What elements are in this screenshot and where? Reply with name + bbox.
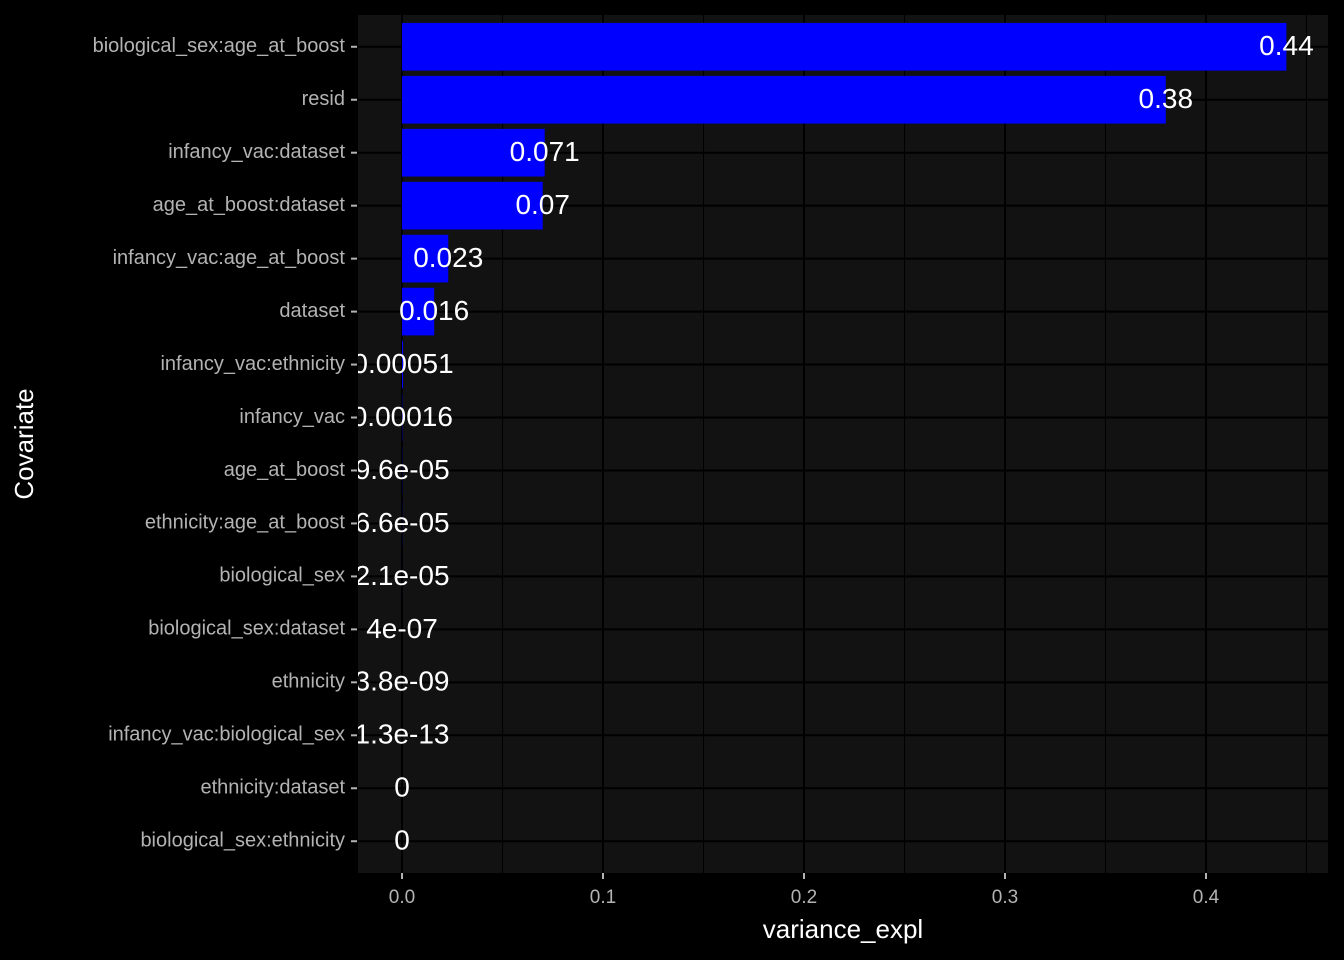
x-tick-label: 0.1 (590, 887, 616, 908)
bar (402, 128, 545, 177)
value-label: 6.6e-05 (355, 507, 450, 538)
bar (402, 181, 543, 230)
bar (402, 287, 435, 336)
value-label: 0.38 (1139, 83, 1194, 114)
x-tick-label: 0.2 (791, 887, 817, 908)
y-tick-label: dataset (279, 300, 345, 322)
y-tick-label: ethnicity:dataset (200, 777, 345, 799)
value-label: 0.00051 (352, 348, 453, 379)
value-label: 4e-07 (366, 613, 438, 644)
y-tick-label: infancy_vac:biological_sex (108, 724, 345, 746)
y-tick-label: resid (302, 88, 345, 110)
bar (402, 340, 404, 389)
y-tick-label: biological_sex:age_at_boost (93, 35, 346, 57)
y-tick-label: ethnicity:age_at_boost (145, 512, 346, 534)
x-tick-label: 0.3 (992, 887, 1018, 908)
value-label: 0.07 (515, 189, 570, 220)
y-tick-label: infancy_vac:age_at_boost (113, 247, 346, 269)
value-label: 0.00016 (352, 401, 453, 432)
value-label: 3.8e-09 (355, 666, 450, 697)
bar (402, 75, 1166, 124)
bar (402, 22, 1287, 71)
y-tick-label: age_at_boost (224, 459, 346, 481)
value-label: 0.44 (1259, 30, 1314, 61)
value-label: 0 (394, 825, 410, 856)
y-tick-label: biological_sex (219, 565, 345, 587)
value-label: 2.1e-05 (355, 560, 450, 591)
value-label: 0.071 (510, 136, 580, 167)
value-label: 0 (394, 772, 410, 803)
bar (402, 234, 449, 283)
y-tick-label: infancy_vac:dataset (168, 141, 345, 163)
x-axis-title: variance_expl (763, 914, 923, 944)
x-tick-label: 0.0 (389, 887, 415, 908)
y-tick-label: infancy_vac:ethnicity (160, 353, 345, 375)
x-tick-label: 0.4 (1193, 887, 1220, 908)
bars: 0.44 0.38 0.071 0.07 0.023 0.016 0.00051 0.0001… (352, 22, 1314, 856)
y-tick-label: biological_sex:ethnicity (140, 830, 345, 852)
value-label: 9.6e-05 (355, 454, 450, 485)
y-axis-title: Covariate (9, 388, 39, 499)
y-tick-label: ethnicity (272, 671, 345, 693)
y-tick-label: age_at_boost:dataset (153, 194, 346, 216)
value-label: 1.3e-13 (355, 719, 450, 750)
value-label: 0.023 (413, 242, 483, 273)
y-tick-label: infancy_vac (239, 406, 345, 428)
value-label: 0.016 (399, 295, 469, 326)
y-tick-label: biological_sex:dataset (148, 618, 345, 640)
